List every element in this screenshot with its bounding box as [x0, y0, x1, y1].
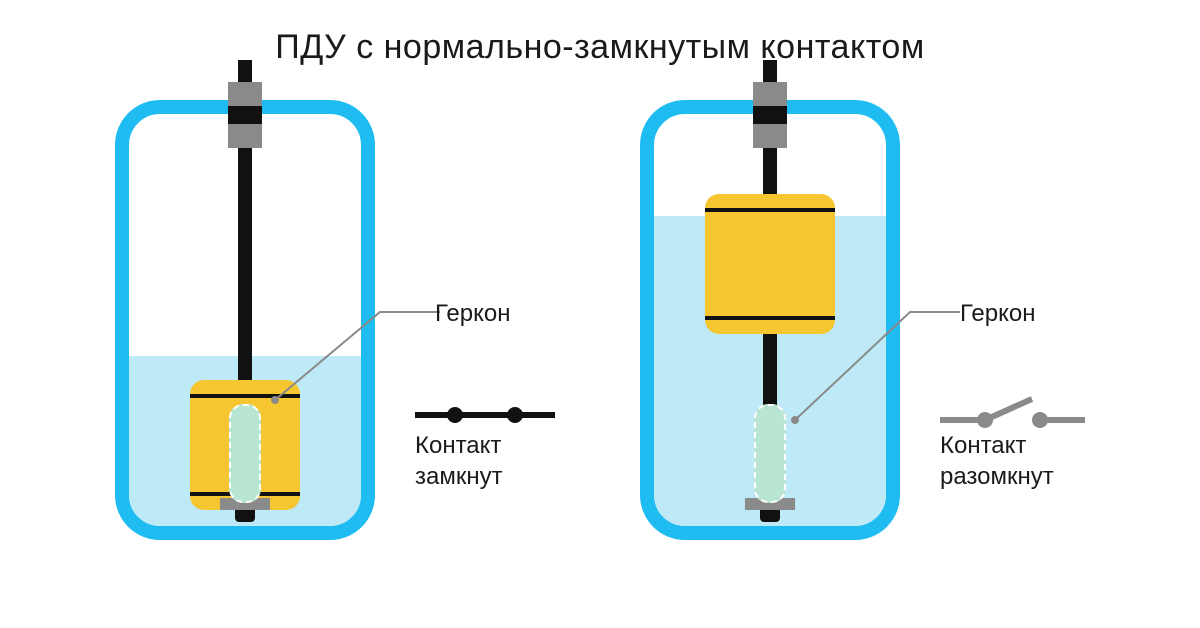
switch-state-label: Контакт разомкнут	[940, 430, 1054, 492]
switch-state-label: Контакт замкнут	[415, 430, 503, 492]
reed-label: Геркон	[435, 300, 510, 328]
reed-label: Геркон	[960, 300, 1035, 328]
switch-open-icon	[940, 395, 1090, 435]
switch-closed-icon	[415, 395, 565, 435]
